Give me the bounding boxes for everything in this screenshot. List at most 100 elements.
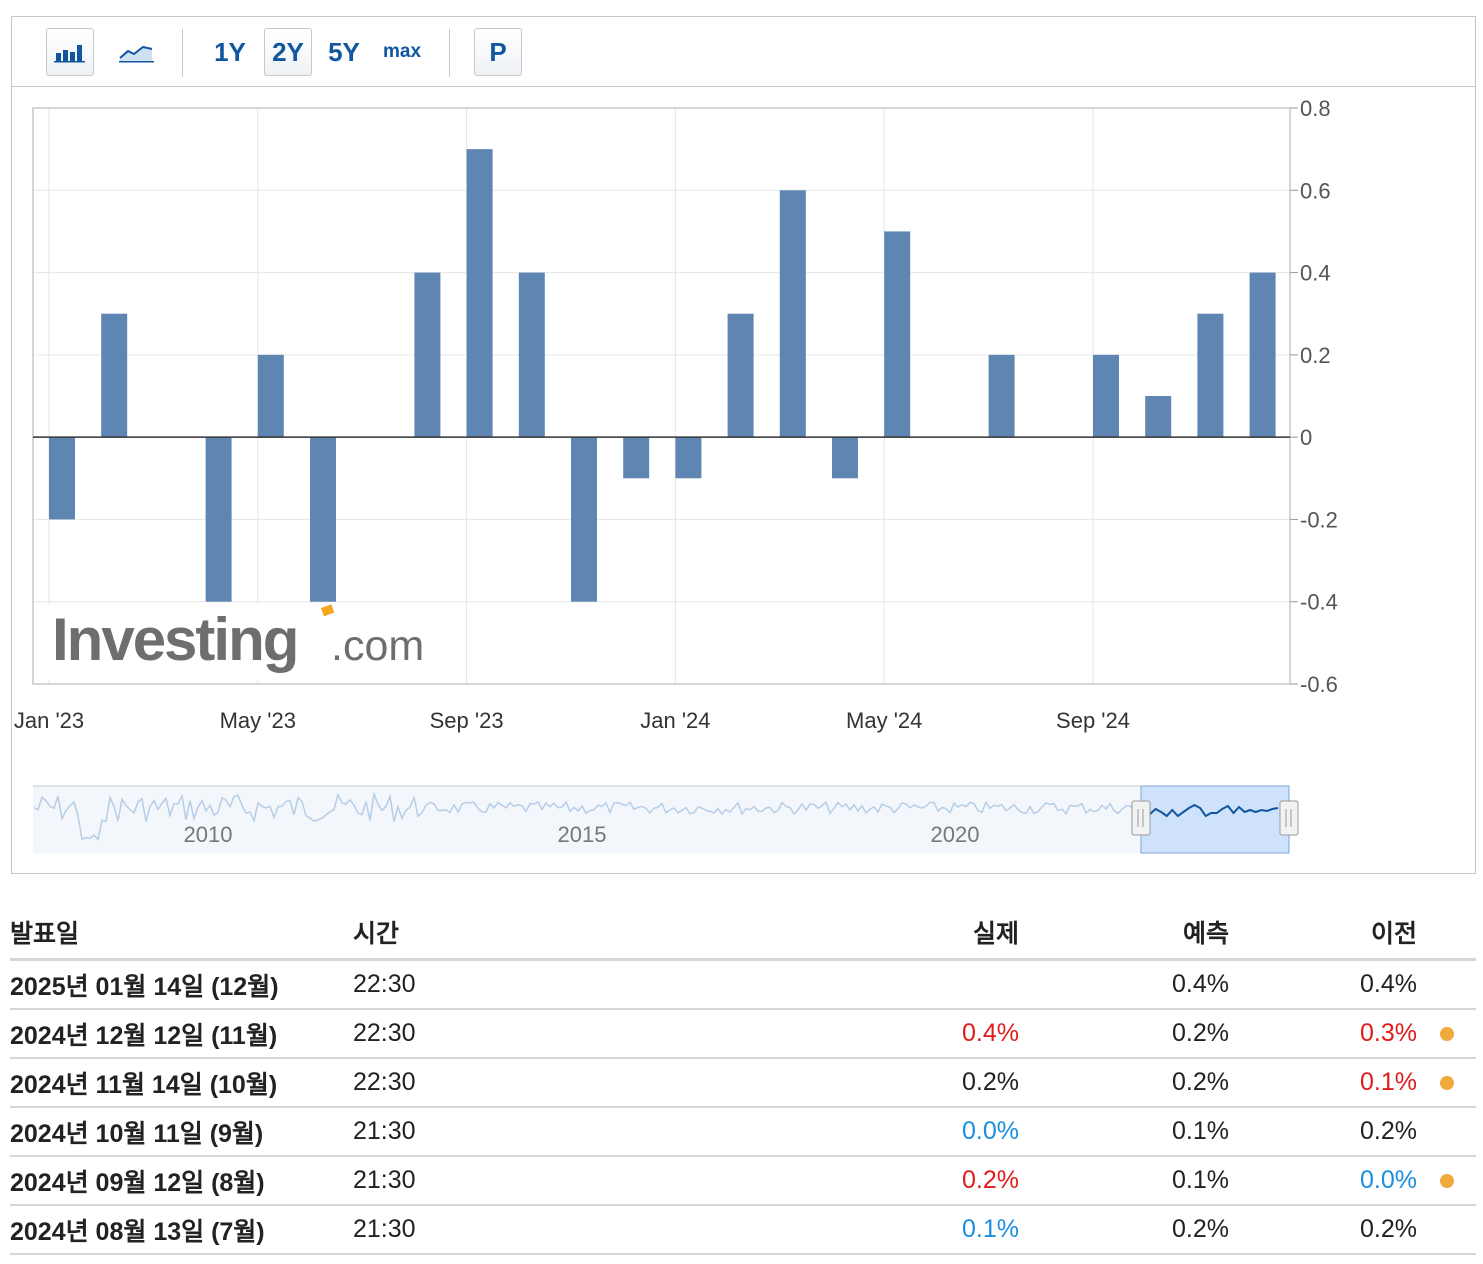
revision-indicator	[1417, 1026, 1476, 1041]
release-time: 22:30	[353, 1068, 416, 1096]
watermark-text: Investing	[52, 606, 297, 673]
bar-chart: 0.8 0.6 0.4 0.2 0 -0.2 -0.4 -0.6 Jan '23 May '23…	[14, 96, 1338, 854]
release-date: 2024년 09월 12일 (8월)	[10, 1168, 265, 1197]
table-row: 2024년 08월 13일 (7월) 21:30 0.1% 0.2% 0.2%	[10, 1206, 1476, 1255]
watermark-accent	[320, 604, 335, 617]
release-time: 21:30	[353, 1215, 416, 1243]
y-tick-label: -0.4	[1300, 590, 1338, 615]
y-tick-label: -0.2	[1300, 507, 1338, 532]
data-table: 발표일 시간 실제 예측 이전 2025년 01월 14일 (12월) 22:30…	[10, 905, 1476, 1255]
bar[interactable]	[571, 437, 597, 602]
y-tick-label: 0.8	[1300, 96, 1331, 121]
release-date: 2024년 12월 12일 (11월)	[10, 1021, 278, 1050]
bar[interactable]	[310, 437, 336, 602]
forecast-value: 0.1%	[1172, 1166, 1229, 1194]
bar[interactable]	[1093, 354, 1119, 438]
bar[interactable]	[623, 437, 650, 479]
p-button[interactable]: P	[474, 28, 522, 76]
x-tick-label: May '23	[220, 708, 296, 733]
x-tick-label: Jan '24	[640, 708, 710, 733]
bar[interactable]	[779, 190, 806, 438]
table-row: 2025년 01월 14일 (12월) 22:30 0.4% 0.4%	[10, 961, 1476, 1010]
release-date: 2024년 10월 11일 (9월)	[10, 1119, 264, 1148]
chart-toolbar: 1Y 2Y 5Y max P	[12, 17, 1475, 87]
forecast-value: 0.4%	[1172, 970, 1229, 998]
toolbar-divider	[449, 29, 450, 77]
release-time: 21:30	[353, 1117, 416, 1145]
revision-indicator	[1417, 1173, 1476, 1188]
release-date: 2025년 01월 14일 (12월)	[10, 972, 279, 1001]
line-chart-icon[interactable]	[112, 28, 162, 76]
revision-indicator	[1417, 1075, 1476, 1090]
range-2y-button[interactable]: 2Y	[264, 28, 312, 76]
table-row: 2024년 12월 12일 (11월) 22:30 0.4% 0.2% 0.3%	[10, 1010, 1476, 1059]
navigator-history-line	[33, 791, 1139, 842]
revised-dot-icon	[1439, 1075, 1454, 1090]
bar[interactable]	[1145, 396, 1172, 438]
navigator-label: 2010	[184, 822, 233, 847]
bar[interactable]	[518, 272, 545, 438]
header-previous[interactable]: 이전	[1370, 919, 1417, 948]
toolbar-divider	[182, 29, 183, 77]
range-1y-button[interactable]: 1Y	[214, 36, 246, 67]
bar-chart-icon[interactable]	[46, 28, 94, 76]
bar[interactable]	[466, 149, 493, 438]
navigator-track	[33, 786, 1289, 853]
release-time: 21:30	[353, 1166, 416, 1194]
forecast-value: 0.2%	[1172, 1215, 1229, 1243]
forecast-value: 0.1%	[1172, 1117, 1229, 1145]
watermark-suffix: .com	[331, 622, 424, 670]
header-time[interactable]: 시간	[353, 919, 400, 948]
release-date: 2024년 08월 13일 (7월)	[10, 1217, 265, 1246]
release-time: 22:30	[353, 1019, 416, 1047]
release-time: 22:30	[353, 970, 416, 998]
bar[interactable]	[1249, 272, 1276, 438]
bar[interactable]	[205, 437, 232, 602]
previous-value: 0.3%	[1360, 1019, 1417, 1047]
bar[interactable]	[257, 354, 284, 438]
header-date[interactable]: 발표일	[10, 919, 80, 948]
previous-value: 0.1%	[1360, 1068, 1417, 1096]
y-tick-label: -0.6	[1300, 672, 1338, 697]
navigator-left-handle[interactable]	[1131, 800, 1151, 836]
navigator-selection[interactable]	[1140, 785, 1290, 854]
bar[interactable]	[414, 272, 441, 438]
navigator-label: 2020	[931, 822, 980, 847]
actual-value: 0.1%	[962, 1215, 1019, 1243]
x-tick-label: Jan '23	[14, 708, 84, 733]
table-row: 2024년 10월 11일 (9월) 21:30 0.0% 0.1% 0.2%	[10, 1108, 1476, 1157]
chart-container: 1Y 2Y 5Y max P	[11, 16, 1476, 874]
previous-value: 0.0%	[1360, 1166, 1417, 1194]
actual-value: 0.2%	[962, 1068, 1019, 1096]
y-tick-label: 0.2	[1300, 343, 1331, 368]
bar[interactable]	[727, 313, 754, 438]
forecast-value: 0.2%	[1172, 1019, 1229, 1047]
watermark: Investing .com	[40, 604, 440, 679]
x-tick-label: May '24	[846, 708, 922, 733]
y-tick-label: 0.4	[1300, 261, 1331, 286]
navigator-label: 2015	[558, 822, 607, 847]
revised-dot-icon	[1439, 1026, 1454, 1041]
revised-dot-icon	[1439, 1173, 1454, 1188]
plot-area-border	[32, 107, 1291, 685]
bar[interactable]	[49, 437, 75, 520]
actual-value: 0.0%	[962, 1117, 1019, 1145]
bar[interactable]	[832, 437, 858, 479]
bar[interactable]	[884, 231, 911, 438]
header-actual[interactable]: 실제	[972, 919, 1019, 948]
range-5y-button[interactable]: 5Y	[328, 36, 360, 67]
navigator[interactable]: 2010 2015 2020	[33, 785, 1299, 854]
bar[interactable]	[675, 437, 702, 479]
table-header: 발표일 시간 실제 예측 이전	[10, 905, 1476, 961]
bar[interactable]	[988, 354, 1015, 438]
bar[interactable]	[101, 313, 128, 438]
actual-value: 0.4%	[962, 1019, 1019, 1047]
navigator-right-handle[interactable]	[1279, 800, 1299, 836]
range-max-button[interactable]: max	[382, 41, 422, 62]
header-forecast[interactable]: 예측	[1182, 919, 1229, 948]
bar[interactable]	[1197, 313, 1224, 438]
previous-value: 0.2%	[1360, 1215, 1417, 1243]
y-tick-label: 0	[1300, 425, 1312, 450]
x-tick-label: Sep '24	[1056, 708, 1130, 733]
previous-value: 0.2%	[1360, 1117, 1417, 1145]
